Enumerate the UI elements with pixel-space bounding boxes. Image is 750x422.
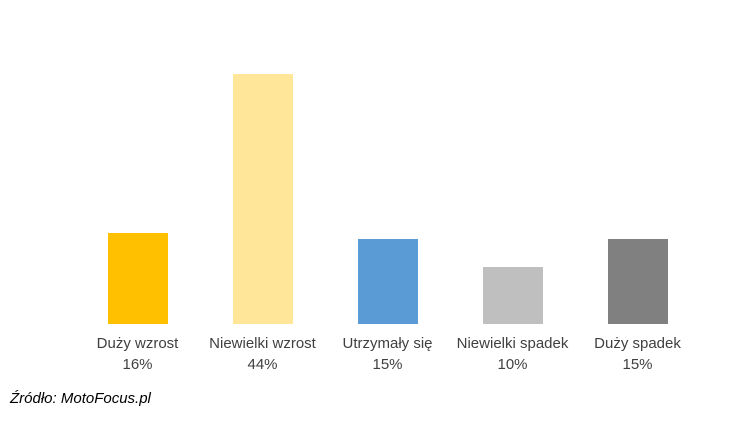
bar (607, 239, 668, 324)
category-name: Niewielki spadek (456, 335, 569, 352)
bar-chart-plot-area (75, 0, 700, 324)
category-value: 10% (497, 356, 528, 373)
category-value: 16% (122, 356, 153, 373)
bar-column (575, 0, 700, 324)
bar (107, 233, 168, 324)
bar-column (325, 0, 450, 324)
category-name: Niewielki wzrost (209, 335, 316, 352)
bar-column (450, 0, 575, 324)
category-label: Niewielki spadek 10% (450, 333, 575, 375)
source-caption: Źródło: MotoFocus.pl (10, 390, 151, 407)
bar-column (75, 0, 200, 324)
category-value: 15% (372, 356, 403, 373)
category-value: 44% (247, 356, 278, 373)
bar (357, 239, 418, 324)
bar (482, 267, 543, 324)
category-label: Duży spadek 15% (575, 333, 700, 375)
category-label: Niewielki wzrost 44% (200, 333, 325, 375)
bar-column (200, 0, 325, 324)
category-label: Utrzymały się 15% (325, 333, 450, 375)
category-labels-row: Duży wzrost 16% Niewielki wzrost 44% Utrzyma… (75, 333, 700, 375)
category-name: Utrzymały się (342, 335, 433, 352)
category-name: Duży wzrost (96, 335, 179, 352)
category-value: 15% (622, 356, 653, 373)
bar (232, 74, 293, 324)
category-label: Duży wzrost 16% (75, 333, 200, 375)
category-name: Duży spadek (594, 335, 681, 352)
